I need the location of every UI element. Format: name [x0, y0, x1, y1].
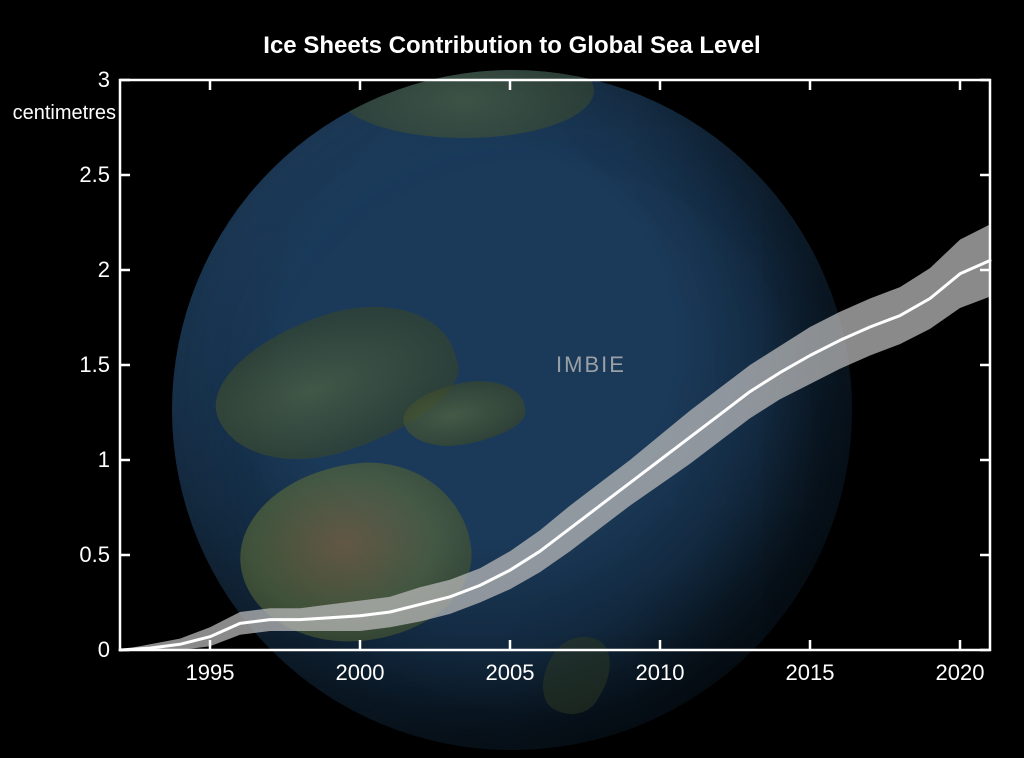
ytick-label: 2 [98, 257, 110, 283]
xtick-label: 2020 [936, 660, 985, 686]
ytick-label: 2.5 [79, 162, 110, 188]
xtick-label: 2005 [486, 660, 535, 686]
ytick-label: 1 [98, 447, 110, 473]
ytick-label: 0 [98, 637, 110, 663]
plot-frame [120, 80, 990, 650]
sea-level-chart [0, 0, 1024, 758]
ytick-label: 1.5 [79, 352, 110, 378]
uncertainty-band [120, 224, 990, 650]
ytick-label: 3 [98, 67, 110, 93]
xtick-label: 2000 [336, 660, 385, 686]
xtick-label: 2015 [786, 660, 835, 686]
xtick-label: 2010 [636, 660, 685, 686]
ytick-label: 0.5 [79, 542, 110, 568]
xtick-label: 1995 [186, 660, 235, 686]
